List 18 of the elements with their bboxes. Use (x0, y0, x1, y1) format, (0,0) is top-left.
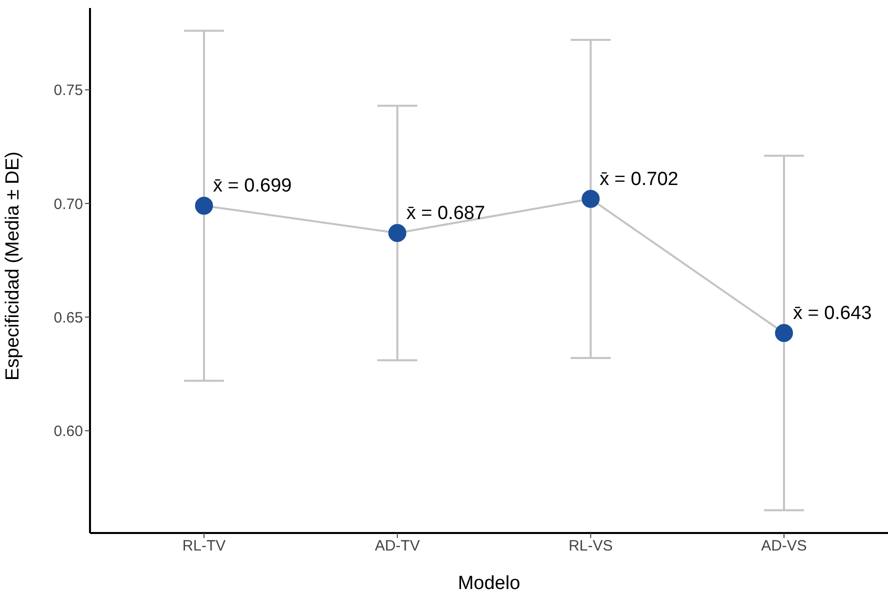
y-tick-label: 0.60 (54, 423, 83, 440)
x-axis-title: Modelo (458, 573, 520, 591)
point (775, 324, 793, 342)
x-tick-label: AD-VS (761, 538, 807, 555)
x-tick-label: RL-VS (568, 538, 613, 555)
data-label: x̄ = 0.687 (406, 203, 486, 224)
data-label: x̄ = 0.643 (793, 303, 872, 324)
point (388, 224, 406, 242)
y-tick-label: 0.75 (54, 82, 83, 100)
x-tick-label: AD-TV (374, 538, 420, 555)
data-label: x̄ = 0.702 (600, 168, 678, 190)
point (582, 190, 600, 208)
y-tick-label: 0.65 (54, 309, 83, 326)
y-axis-title: Especificidad (Media ± DE) (2, 151, 24, 380)
data-label: x̄ = 0.699 (213, 176, 292, 197)
y-tick-label: 0.70 (54, 196, 83, 213)
x-tick-label: RL-TV (182, 538, 226, 555)
point (195, 196, 213, 215)
